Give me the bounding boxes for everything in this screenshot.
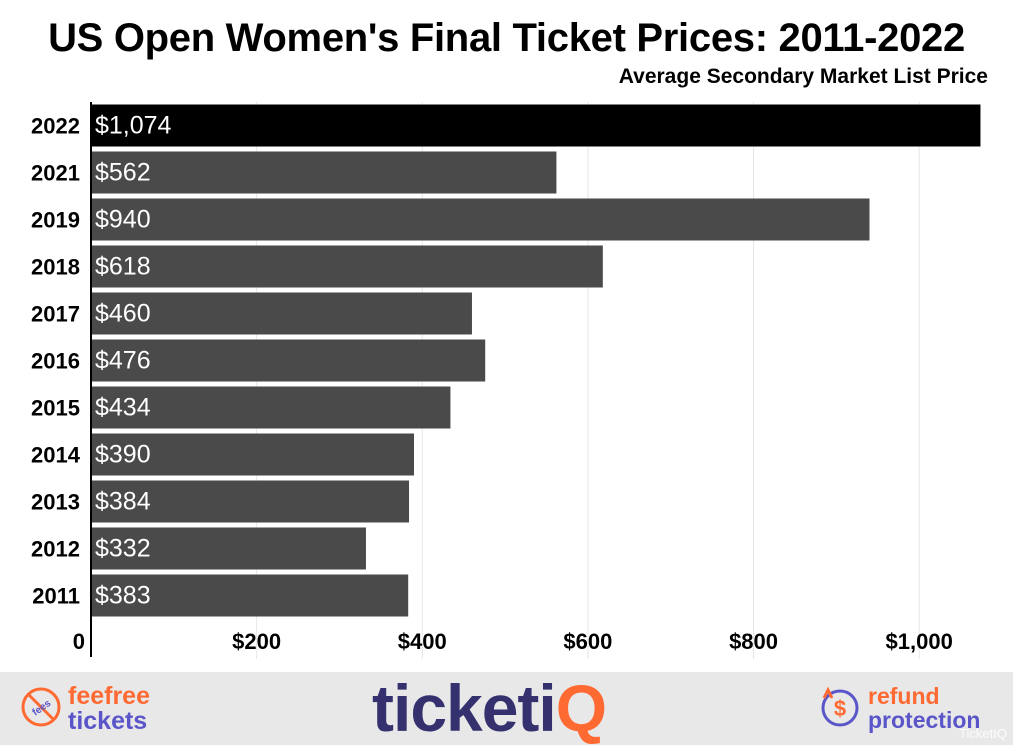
bar-2019: [91, 198, 870, 241]
refund-dollar-icon: $: [821, 686, 859, 727]
data-label-2016: $476: [95, 347, 151, 375]
footer-banner: fees feefree tickets ticketiQ $ refund p…: [0, 672, 1013, 745]
bar-2018: [91, 245, 603, 288]
tickets-text: tickets: [68, 707, 148, 735]
bar-2021: [91, 151, 557, 194]
refund-protection-logo[interactable]: refund protection: [868, 684, 980, 732]
chart-title: US Open Women's Final Ticket Prices: 201…: [48, 16, 965, 60]
bar-2011: [91, 574, 409, 617]
category-label-2016: 2016: [31, 349, 80, 374]
category-label-2011: 2011: [32, 584, 80, 609]
watermark: TicketIQ: [959, 726, 1007, 741]
bar-2015: [91, 386, 451, 429]
bar-2014: [91, 433, 414, 476]
category-label-2014: 2014: [31, 443, 81, 468]
category-label-2017: 2017: [31, 302, 80, 327]
data-label-2015: $434: [95, 394, 151, 422]
bar-2013: [91, 480, 410, 523]
x-tick-label-200: $200: [232, 629, 281, 654]
category-label-2013: 2013: [31, 490, 80, 515]
category-label-2018: 2018: [31, 255, 80, 280]
data-label-2013: $384: [95, 488, 151, 516]
data-label-2017: $460: [95, 300, 151, 328]
chart-subtitle: Average Secondary Market List Price: [618, 65, 988, 88]
x-tick-label-800: $800: [729, 629, 778, 654]
logo-main-text: ticketi: [372, 671, 557, 745]
refund-text: refund: [868, 683, 940, 709]
x-tick-label-1000: $1,000: [886, 629, 953, 654]
data-label-2011: $383: [95, 582, 151, 610]
category-label-2012: 2012: [31, 537, 80, 562]
category-label-2019: 2019: [31, 208, 80, 233]
logo-accent-text: Q: [555, 671, 607, 745]
protection-text: protection: [868, 707, 981, 733]
data-label-2012: $332: [95, 535, 151, 563]
category-label-2015: 2015: [31, 396, 80, 421]
bar-2022: [91, 104, 981, 147]
category-label-2021: 2021: [31, 161, 80, 186]
data-label-2014: $390: [95, 441, 151, 469]
feefree-tickets-logo[interactable]: feefree tickets: [68, 684, 150, 734]
x-tick-label-600: $600: [563, 629, 612, 654]
bar-2016: [91, 339, 486, 382]
bar-chart: $1,074 2022 $562 2021 $940 2019 $618 2018 $460 20…: [31, 102, 981, 659]
feefree-text: feefree: [68, 682, 150, 710]
x-tick-label-400: $400: [398, 629, 447, 654]
bar-2012: [91, 527, 366, 570]
category-label-2022: 2022: [31, 114, 80, 139]
no-fees-icon: fees: [21, 687, 61, 727]
data-label-2022: $1,074: [95, 112, 172, 140]
svg-text:$: $: [834, 696, 846, 721]
data-label-2018: $618: [95, 253, 151, 281]
data-label-2019: $940: [95, 206, 151, 234]
data-label-2021: $562: [95, 159, 151, 187]
ticketiq-logo[interactable]: ticketiQ: [372, 671, 607, 745]
bar-2017: [91, 292, 472, 335]
x-tick-label-0: 0: [73, 629, 85, 654]
